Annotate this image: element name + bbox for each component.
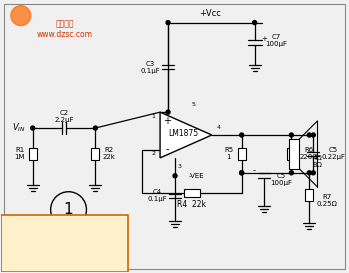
Polygon shape xyxy=(160,112,212,158)
Bar xyxy=(289,139,299,169)
Bar xyxy=(1,215,128,272)
Text: 1: 1 xyxy=(64,202,73,217)
Circle shape xyxy=(94,126,97,130)
Circle shape xyxy=(289,171,294,175)
Text: R1
1M: R1 1M xyxy=(15,147,25,161)
Text: +: + xyxy=(163,116,171,126)
Text: C5
100μF: C5 100μF xyxy=(270,173,292,186)
Text: 维库一下
www.dzsc.com: 维库一下 www.dzsc.com xyxy=(37,20,92,39)
Text: R2
22k: R2 22k xyxy=(103,147,116,161)
Circle shape xyxy=(240,133,244,137)
Circle shape xyxy=(253,20,257,25)
Text: C7
100μF: C7 100μF xyxy=(266,34,288,47)
Bar xyxy=(288,148,295,160)
Circle shape xyxy=(31,126,35,130)
Text: R7
0.25Ω: R7 0.25Ω xyxy=(317,194,337,207)
Text: C2
2.2μF: C2 2.2μF xyxy=(54,109,74,123)
Bar xyxy=(184,189,200,197)
Text: 4Ω
8Ω: 4Ω 8Ω xyxy=(312,155,322,168)
Circle shape xyxy=(166,20,170,25)
Circle shape xyxy=(173,174,177,178)
Circle shape xyxy=(289,133,294,137)
Circle shape xyxy=(240,171,244,175)
Circle shape xyxy=(311,133,315,137)
Text: -: - xyxy=(252,166,255,175)
Text: R4  22k: R4 22k xyxy=(177,200,206,209)
Text: C5
0.22μF: C5 0.22μF xyxy=(321,147,345,161)
Text: R6
220Ω: R6 220Ω xyxy=(300,147,319,161)
Circle shape xyxy=(240,171,244,175)
Bar xyxy=(305,189,313,201)
Circle shape xyxy=(307,171,311,175)
Circle shape xyxy=(166,110,170,114)
Text: 5: 5 xyxy=(192,102,196,107)
Text: +: + xyxy=(262,35,267,41)
Text: 1: 1 xyxy=(151,114,155,118)
Text: $V_{IN}$: $V_{IN}$ xyxy=(12,122,25,134)
Text: 2: 2 xyxy=(151,152,155,156)
Bar xyxy=(238,148,246,160)
Bar xyxy=(29,148,37,160)
Text: C4
0.1μF: C4 0.1μF xyxy=(147,189,167,202)
Text: +Vcc: +Vcc xyxy=(199,9,221,18)
Text: C3
0.1μF: C3 0.1μF xyxy=(140,61,160,74)
Text: R5
1: R5 1 xyxy=(224,147,233,161)
Circle shape xyxy=(307,133,311,137)
Circle shape xyxy=(11,6,31,26)
Bar xyxy=(91,148,99,160)
Text: 4: 4 xyxy=(217,124,221,130)
Text: LM1875: LM1875 xyxy=(168,129,198,138)
Text: -VEE: -VEE xyxy=(189,173,205,179)
Text: 3: 3 xyxy=(178,164,182,169)
Text: -: - xyxy=(165,144,169,154)
Circle shape xyxy=(311,171,315,175)
